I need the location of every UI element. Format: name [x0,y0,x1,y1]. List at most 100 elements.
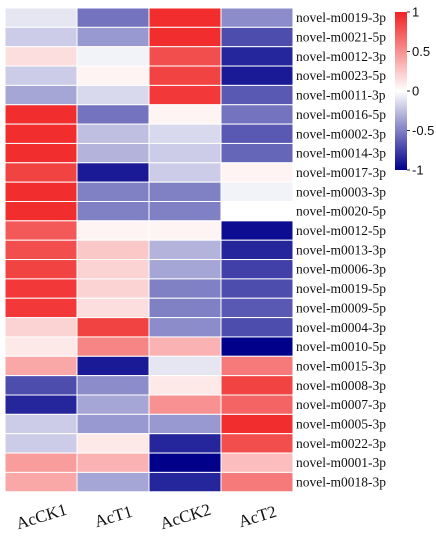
row-label: novel-m0012-5p [296,223,386,238]
heatmap-cell [148,84,222,106]
heatmap-cell [220,317,294,338]
heatmap-cell [76,142,150,164]
row-label: novel-m0022-3p [296,436,386,451]
heatmap-cell [220,433,294,454]
heatmap-cell [148,259,222,280]
row-label: novel-m0011-3p [296,88,386,103]
heatmap-cell [76,297,150,319]
heatmap-cell [220,259,294,280]
column-label: AcT2 [236,502,279,531]
heatmap-cell [220,26,294,48]
heatmap-cell [4,181,78,202]
heatmap-cell [4,239,78,261]
heatmap-cell [76,220,150,241]
heatmap-cell [4,278,78,299]
column-label: AcCK1 [14,500,69,533]
heatmap-cell [220,142,294,164]
heatmap-cell [76,181,150,202]
heatmap-cell [76,123,150,144]
heatmap-cell [220,65,294,86]
heatmap-cell [4,355,78,377]
heatmap-cell [4,201,78,222]
heatmap-cell [4,433,78,454]
heatmap-cell [4,336,78,357]
heatmap-cell [220,239,294,261]
row-label: novel-m0003-3p [296,184,386,199]
heatmap-cell [148,375,222,396]
row-label: novel-m0006-3p [296,262,386,277]
row-label: novel-m0007-3p [296,397,386,412]
row-label: novel-m0002-3p [296,126,386,141]
column-labels: AcCK1 AcT1 AcCK2 AcT2 [14,500,279,533]
heatmap-cell [4,7,78,28]
column-label: AcT1 [92,502,135,531]
heatmap-cell [76,201,150,222]
heatmap-cell [76,471,150,493]
heatmap-cell [76,26,150,48]
heatmap-cell [4,162,78,183]
row-label: novel-m0019-3p [296,10,386,25]
row-label: novel-m0016-5p [296,107,386,122]
column-label: AcCK2 [158,500,213,533]
heatmap-cell [148,394,222,415]
row-label: novel-m0001-3p [296,455,386,470]
row-label: novel-m0009-5p [296,300,386,315]
heatmap-cell [76,375,150,396]
colorbar-tick-label: 1 [412,5,419,20]
heatmap-cell [76,239,150,261]
heatmap-cell [148,452,222,473]
heatmap-cell [220,7,294,28]
heatmap-cell [220,297,294,319]
heatmap-cell [4,104,78,125]
row-label: novel-m0004-3p [296,320,386,335]
heatmap-cell [220,220,294,241]
heatmap-cell [148,65,222,86]
heatmap-cell [76,317,150,338]
heatmap-cell [76,278,150,299]
heatmap-cell [220,355,294,377]
row-label: novel-m0012-3p [296,49,386,64]
heatmap-cell [4,297,78,319]
row-label: novel-m0010-5p [296,339,386,354]
colorbar-tick-label: -0.5 [412,123,434,138]
heatmap-cell [148,220,222,241]
heatmap-cells [4,7,294,493]
heatmap-cell [148,104,222,125]
heatmap-cell [148,471,222,493]
heatmap-cell [220,278,294,299]
heatmap-cell [220,201,294,222]
row-label: novel-m0018-3p [296,475,386,490]
heatmap-cell [76,7,150,28]
heatmap-cell [4,220,78,241]
heatmap-cell [4,452,78,473]
heatmap-cell [76,413,150,435]
heatmap-cell [148,201,222,222]
heatmap-cell [220,104,294,125]
heatmap-cell [148,278,222,299]
heatmap-cell [148,239,222,261]
heatmap-cell [148,297,222,319]
heatmap-cell [148,181,222,202]
heatmap-cell [4,375,78,396]
heatmap-cell [148,355,222,377]
heatmap-cell [148,413,222,435]
row-label: novel-m0013-3p [296,242,386,257]
heatmap-cell [4,394,78,415]
heatmap-cell [148,46,222,67]
heatmap-cell [148,123,222,144]
row-label: novel-m0017-3p [296,165,386,180]
heatmap-cell [220,471,294,493]
heatmap-cell [148,336,222,357]
heatmap-cell [4,317,78,338]
heatmap-cell [4,65,78,86]
heatmap-cell [148,7,222,28]
heatmap-cell [76,162,150,183]
colorbar: 1 0.5 0 -0.5 -1 [395,5,434,178]
row-label: novel-m0021-5p [296,30,386,45]
heatmap-cell [4,259,78,280]
heatmap-cell [220,336,294,357]
heatmap-cell [4,471,78,493]
heatmap-cell [220,123,294,144]
heatmap-cell [148,433,222,454]
